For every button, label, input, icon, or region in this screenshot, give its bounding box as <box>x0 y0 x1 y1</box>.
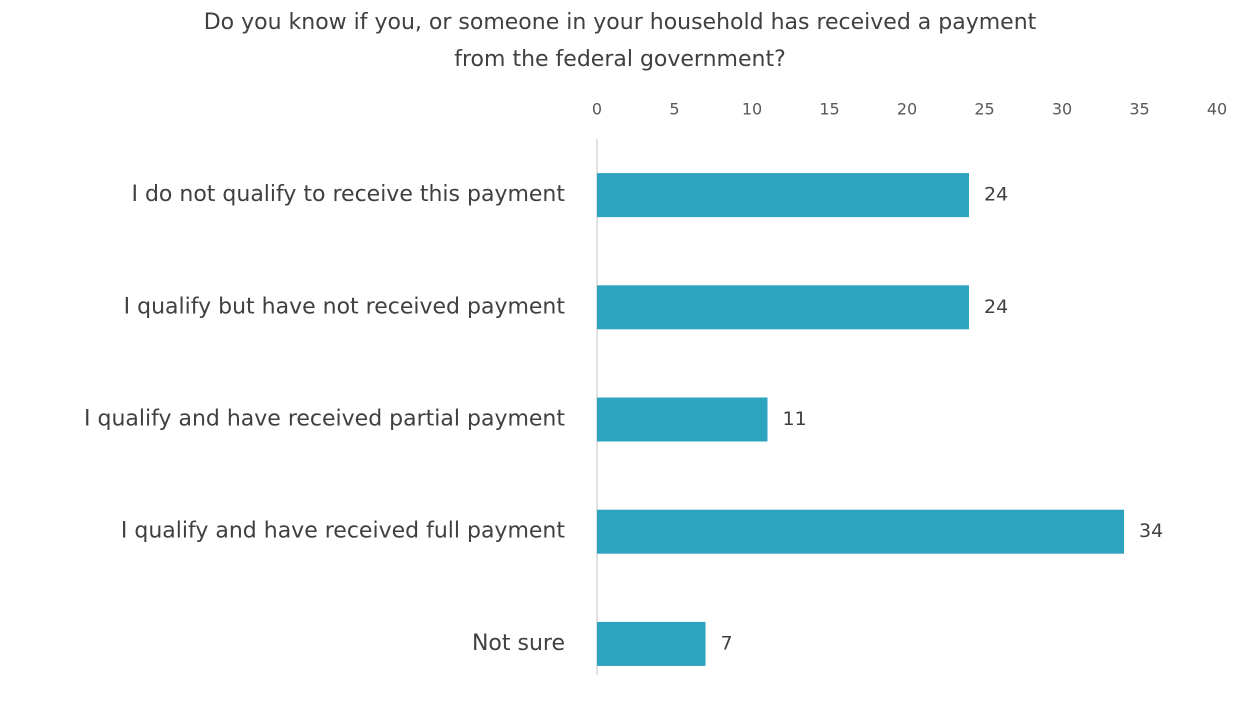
x-tick-label: 35 <box>1129 100 1149 119</box>
bar <box>597 509 1124 554</box>
bar <box>597 397 768 442</box>
x-tick-label: 25 <box>974 100 994 119</box>
x-tick-label: 5 <box>669 100 679 119</box>
x-tick-label: 15 <box>819 100 839 119</box>
bar <box>597 285 969 330</box>
x-tick-label: 30 <box>1052 100 1072 119</box>
value-label: 7 <box>721 632 733 654</box>
value-label: 24 <box>984 296 1008 318</box>
y-tick-label: I qualify and have received full payment <box>121 519 565 544</box>
bar <box>597 621 706 666</box>
value-label: 34 <box>1139 520 1163 542</box>
x-tick-label: 10 <box>742 100 762 119</box>
x-tick-label: 20 <box>897 100 917 119</box>
value-label: 11 <box>783 408 807 430</box>
chart-title: Do you know if you, or someone in your h… <box>203 10 1037 72</box>
x-tick-label: 0 <box>592 100 602 119</box>
x-tick-label: 40 <box>1207 100 1227 119</box>
value-label: 24 <box>984 184 1008 206</box>
y-tick-label: I do not qualify to receive this payment <box>131 182 565 207</box>
y-tick-label: I qualify and have received partial paym… <box>84 407 565 432</box>
bar <box>597 173 969 218</box>
y-tick-label: I qualify but have not received payment <box>124 294 566 319</box>
y-tick-label: Not sure <box>472 631 565 656</box>
